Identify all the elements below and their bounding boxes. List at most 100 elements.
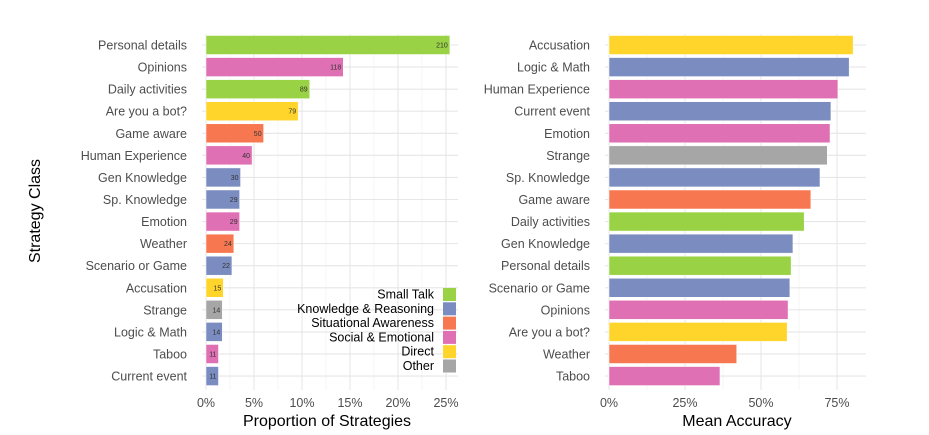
accuracy-y-tick-label: Human Experience [484, 83, 590, 97]
accuracy-bar [608, 366, 721, 386]
accuracy-y-tick-label: Strange [546, 149, 590, 163]
left-y-axis-title: Strategy Class [27, 159, 44, 263]
proportion-x-tick-label: 25% [433, 396, 458, 410]
right-x-axis-title: Mean Accuracy [682, 413, 791, 430]
accuracy-bar [608, 123, 831, 144]
accuracy-panel: 0% 25% 50% 75% Accusation Logic & Math Human E… [484, 34, 866, 410]
accuracy-y-tick-label: Personal details [501, 259, 590, 273]
proportion-x-tick-label: 10% [289, 396, 314, 410]
accuracy-bar [608, 278, 791, 298]
accuracy-bar [608, 145, 828, 166]
proportion-bar-count-label: 11 [209, 374, 216, 381]
legend-swatch [443, 330, 456, 344]
proportion-bar-count-label: 15 [213, 285, 221, 292]
proportion-y-tick-label: Personal details [98, 39, 187, 53]
proportion-x-tick-label: 15% [337, 396, 362, 410]
accuracy-x-tick-label: 75% [824, 396, 849, 410]
accuracy-bar [608, 344, 737, 364]
proportion-bar [205, 211, 240, 232]
accuracy-y-tick-label: Accusation [529, 39, 590, 53]
proportion-bar-count-label: 11 [209, 351, 216, 358]
legend-label: Small Talk [377, 288, 434, 302]
proportion-y-tick-label: Emotion [141, 215, 187, 229]
proportion-bar-count-label: 118 [330, 65, 341, 72]
proportion-y-tick-label: Are you a bot? [106, 105, 187, 119]
proportion-bar-count-label: 14 [213, 307, 221, 314]
proportion-bar [205, 189, 240, 210]
proportion-bar [205, 79, 310, 99]
proportion-bar-count-label: 210 [436, 43, 448, 50]
accuracy-bar [608, 57, 850, 77]
legend-label: Other [403, 359, 434, 373]
accuracy-y-tick-label: Emotion [544, 127, 590, 141]
accuracy-y-tick-label: Are you a bot? [509, 325, 590, 339]
accuracy-bar [608, 167, 821, 188]
accuracy-y-tick-label: Logic & Math [517, 61, 590, 75]
legend-swatch [443, 288, 456, 301]
proportion-bar [205, 344, 219, 364]
proportion-y-tick-label: Strange [143, 303, 187, 317]
proportion-bar [205, 300, 223, 320]
accuracy-bar [608, 79, 839, 99]
proportion-bar [205, 278, 224, 298]
proportion-x-tick-label: 5% [245, 396, 263, 410]
proportion-y-tick-label: Opinions [138, 61, 187, 75]
proportion-bar-count-label: 24 [224, 241, 232, 248]
proportion-bar [205, 145, 253, 166]
proportion-bar [205, 101, 299, 121]
accuracy-bar [608, 35, 854, 55]
proportion-y-tick-label: Sp. Knowledge [103, 193, 187, 207]
proportion-y-tick-label: Scenario or Game [86, 259, 187, 273]
proportion-bar [205, 57, 344, 77]
legend-label: Direct [401, 345, 434, 359]
proportion-bar [205, 35, 451, 55]
proportion-y-tick-label: Weather [140, 237, 187, 251]
proportion-bar [205, 233, 235, 254]
proportion-y-tick-label: Human Experience [81, 149, 187, 163]
accuracy-y-tick-label: Daily activities [511, 215, 590, 229]
accuracy-y-tick-label: Gen Knowledge [501, 237, 590, 251]
proportion-y-tick-label: Current event [111, 370, 187, 384]
proportion-bar-count-label: 22 [222, 263, 230, 270]
proportion-bar [205, 123, 264, 144]
proportion-bar [205, 322, 223, 342]
proportion-bar-count-label: 50 [254, 131, 262, 138]
proportion-bar-count-label: 29 [230, 219, 238, 226]
proportion-bar-count-label: 29 [230, 197, 238, 204]
proportion-y-tick-label: Accusation [126, 281, 187, 295]
legend-swatch [443, 302, 456, 316]
accuracy-y-tick-label: Taboo [556, 370, 590, 384]
accuracy-bar [608, 211, 805, 232]
accuracy-x-tick-label: 50% [748, 396, 773, 410]
proportion-x-tick-label: 20% [385, 396, 410, 410]
accuracy-bar [608, 300, 789, 320]
accuracy-bar [608, 101, 832, 121]
legend-swatch [443, 345, 456, 359]
accuracy-x-tick-label: 0% [600, 396, 618, 410]
proportion-bar-count-label: 79 [288, 109, 296, 116]
accuracy-bar [608, 322, 788, 342]
proportion-y-tick-label: Gen Knowledge [98, 171, 187, 185]
accuracy-y-tick-label: Current event [514, 105, 590, 119]
proportion-x-tick-label: 0% [197, 396, 215, 410]
accuracy-x-tick-label: 25% [672, 396, 697, 410]
proportion-bar [205, 366, 219, 386]
accuracy-y-tick-label: Opinions [541, 303, 590, 317]
accuracy-y-tick-label: Weather [543, 347, 590, 361]
proportion-y-tick-label: Daily activities [108, 83, 187, 97]
legend-swatch [443, 359, 456, 373]
left-x-axis-title: Proportion of Strategies [243, 413, 411, 430]
proportion-bar-count-label: 30 [231, 175, 239, 182]
legend-swatch [443, 316, 456, 330]
accuracy-bar [608, 233, 794, 254]
proportion-bar [205, 255, 233, 276]
accuracy-bar [608, 189, 812, 210]
accuracy-y-tick-label: Game aware [518, 193, 590, 207]
proportion-bar-count-label: 14 [213, 329, 221, 336]
proportion-y-tick-label: Taboo [153, 347, 187, 361]
proportion-y-tick-label: Logic & Math [114, 325, 187, 339]
accuracy-bar [608, 255, 792, 276]
proportion-panel: 0% 5% 10% 15% 20% 25% Personal details Opinions… [81, 34, 459, 410]
